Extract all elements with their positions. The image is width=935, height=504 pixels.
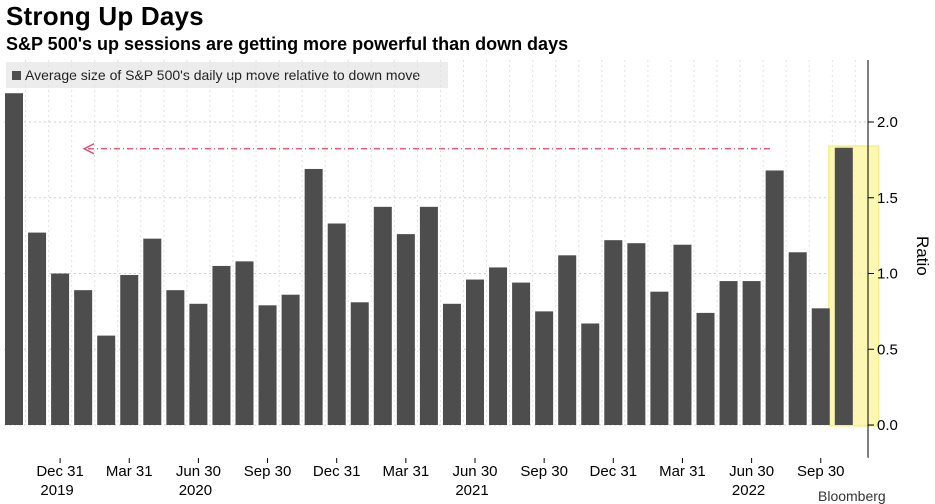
- reference-arrow: [82, 143, 772, 155]
- bars: [5, 93, 853, 425]
- bar: [304, 168, 323, 425]
- bar: [143, 238, 162, 425]
- y-axis: 0.0 0.5 1.0 1.5 2.0 Ratio: [867, 60, 932, 458]
- x-tick-label: Dec 31: [590, 463, 638, 480]
- bar: [350, 302, 369, 425]
- bar: [581, 323, 600, 425]
- source-label: Bloomberg: [818, 488, 886, 504]
- x-tick-label: Sep 30: [520, 463, 568, 480]
- bar: [650, 291, 669, 425]
- bar: [442, 303, 461, 425]
- bar: [235, 261, 254, 425]
- legend-label: Average size of S&P 500's daily up move …: [25, 67, 421, 83]
- x-tick-year: 2022: [732, 482, 765, 499]
- bar: [281, 294, 300, 425]
- bar: [258, 305, 277, 425]
- x-tick-label: Sep 30: [244, 463, 292, 480]
- bar: [489, 267, 508, 425]
- bar: [535, 311, 554, 425]
- legend: Average size of S&P 500's daily up move …: [6, 62, 448, 88]
- y-tick-label: 2.0: [877, 114, 898, 131]
- x-tick-label: Dec 31: [36, 463, 84, 480]
- bar: [811, 308, 830, 425]
- y-tick-label: 1.5: [877, 190, 898, 207]
- x-axis: Dec 31 2019 Mar 31 Jun 30 2020 Sep 30 Dec 31 Ma…: [0, 457, 868, 499]
- bar: [788, 252, 807, 425]
- bar: [212, 265, 231, 425]
- bar: [627, 243, 646, 425]
- bar: [765, 170, 784, 425]
- x-tick-label: Jun 30: [452, 463, 497, 480]
- bar: [74, 290, 93, 425]
- x-tick-label: Jun 30: [176, 463, 221, 480]
- x-tick-label: Mar 31: [659, 463, 706, 480]
- bar: [742, 281, 761, 425]
- bar: [51, 273, 70, 425]
- chart-title: Strong Up Days: [6, 1, 204, 31]
- x-tick-year: 2020: [179, 482, 212, 499]
- y-tick-label: 0.0: [877, 417, 898, 434]
- bar: [5, 93, 23, 425]
- bar: [604, 240, 623, 425]
- bar: [834, 147, 853, 425]
- x-tick-label: Mar 31: [106, 463, 153, 480]
- x-tick-year: 2019: [40, 482, 73, 499]
- chart-subtitle: S&P 500's up sessions are getting more p…: [6, 34, 569, 54]
- bar: [512, 282, 531, 425]
- x-tick-label: Sep 30: [797, 463, 845, 480]
- bar: [673, 244, 692, 425]
- bar: [558, 255, 577, 425]
- x-tick-label: Jun 30: [729, 463, 774, 480]
- bar: [120, 275, 139, 425]
- bar: [419, 206, 438, 425]
- legend-swatch: [12, 71, 21, 80]
- bar: [166, 290, 185, 425]
- bar: [189, 303, 208, 425]
- bar: [28, 232, 47, 425]
- x-tick-year: 2021: [455, 482, 488, 499]
- x-tick-label: Mar 31: [383, 463, 430, 480]
- bar: [373, 206, 392, 425]
- reference-arrowhead: [82, 143, 95, 155]
- bar: [327, 223, 346, 425]
- bar: [396, 234, 415, 425]
- y-axis-title: Ratio: [913, 236, 932, 276]
- bar: [466, 279, 484, 425]
- bar: [696, 312, 715, 425]
- bar: [719, 281, 738, 425]
- x-tick-label: Dec 31: [313, 463, 361, 480]
- y-tick-label: 0.5: [877, 341, 898, 358]
- bar: [97, 335, 116, 425]
- y-tick-label: 1.0: [877, 266, 898, 283]
